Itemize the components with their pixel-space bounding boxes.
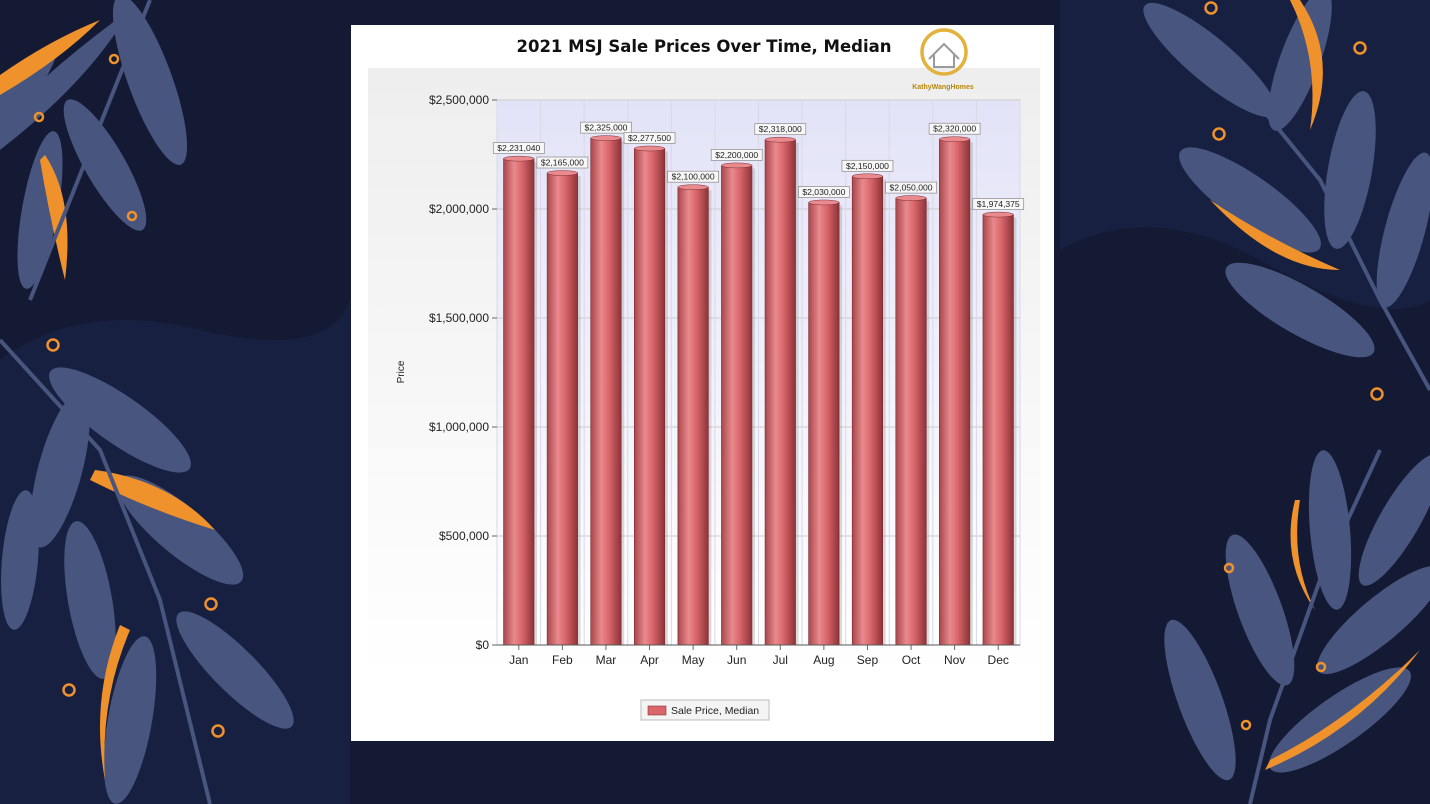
data-label-box [536,156,589,169]
data-label-box [841,159,894,172]
data-label: $1,974,375 [977,199,1020,209]
data-label-box [580,121,632,134]
bar-top [895,195,927,201]
data-label-box [623,132,676,144]
x-tick-label: Dec [988,653,1009,667]
x-tick-label: Oct [902,653,921,667]
data-label-box [754,123,807,136]
data-label: $2,325,000 [584,123,627,133]
bar-dec[interactable] [982,214,1014,646]
y-tick-label: $500,000 [439,529,489,543]
data-label-box [492,142,545,154]
logo: KathyWangHomes [912,28,974,91]
x-tick-label: Sep [857,653,879,667]
data-label: $2,277,500 [628,133,671,143]
bar-top [546,170,578,176]
data-label: $2,150,000 [846,161,889,171]
y-tick-label: $1,500,000 [429,311,489,325]
data-label-box [710,149,763,161]
data-label: $2,200,000 [715,150,758,160]
legend-swatch [647,705,667,716]
x-tick-label: Apr [640,653,659,667]
bar-jan[interactable] [503,158,535,646]
x-tick-label: Aug [813,653,834,667]
bar-aug[interactable] [808,202,840,646]
data-label: $2,318,000 [759,124,802,134]
data-label: $2,231,040 [497,143,540,153]
bar-top [851,173,883,180]
data-label-box [972,198,1025,210]
bar-oct[interactable] [895,197,927,646]
data-label-box [885,181,937,194]
legend-box [640,699,770,721]
y-tick-label: $1,000,000 [429,420,489,434]
x-tick-label: Nov [944,653,965,667]
bar-feb[interactable] [546,172,578,646]
x-tick-label: Feb [552,653,573,667]
y-tick-label: $2,000,000 [429,202,489,216]
x-tick-label: Jun [727,653,746,667]
bar-top [721,162,753,169]
bars: $2,231,040$2,165,000 $2,325,000$2,277,500… [492,121,1025,646]
x-axis: Jan Feb Mar Apr May Jun Jul Aug Sep Oct Nov Dec [497,644,1020,667]
chart-title: 2021 MSJ Sale Prices Over Time, Median [516,37,891,56]
bar-top [982,211,1014,218]
y-axis-label: Price [396,360,407,383]
bar-jul[interactable] [764,139,796,646]
bar-top [590,135,622,141]
data-label-box [798,186,850,198]
data-label: $2,100,000 [672,172,715,182]
bar-top [503,155,535,162]
legend[interactable]: Sale Price, Median [640,699,770,721]
bar-may[interactable] [677,186,709,646]
chart-card: 2021 MSJ Sale Prices Over Time, Median K… [351,25,1054,741]
data-label: $2,165,000 [541,158,584,168]
y-tick-label: $2,500,000 [429,93,489,107]
house-icon [928,42,960,68]
data-label: $2,320,000 [933,124,976,134]
x-tick-label: Mar [596,653,617,667]
data-label: $2,030,000 [802,187,845,197]
bar-chart: 2021 MSJ Sale Prices Over Time, Median K… [368,28,1040,721]
bar-top [939,136,971,142]
y-axis: $0 $500,000 $1,000,000 $1,500,000 $2,000,000… [429,93,497,652]
legend-label: Sale Price, Median [671,705,759,717]
bar-top [677,184,709,190]
x-tick-label: Jul [773,653,788,667]
logo-text: KathyWangHomes [912,84,974,91]
data-label-box [928,122,981,135]
bar-mar[interactable] [590,137,622,646]
data-label: $2,050,000 [890,183,933,193]
bar-jun[interactable] [721,165,753,646]
x-tick-label: May [682,653,705,667]
bar-top [808,199,840,206]
bar-top [634,145,666,152]
x-tick-label: Jan [509,653,528,667]
y-tick-label: $0 [476,638,490,652]
logo-ring-icon [920,28,968,76]
bar-sep[interactable] [851,176,884,646]
bar-nov[interactable] [939,138,971,646]
bar-apr[interactable] [633,148,666,646]
bar-top [764,136,796,143]
data-label-box [667,170,719,183]
